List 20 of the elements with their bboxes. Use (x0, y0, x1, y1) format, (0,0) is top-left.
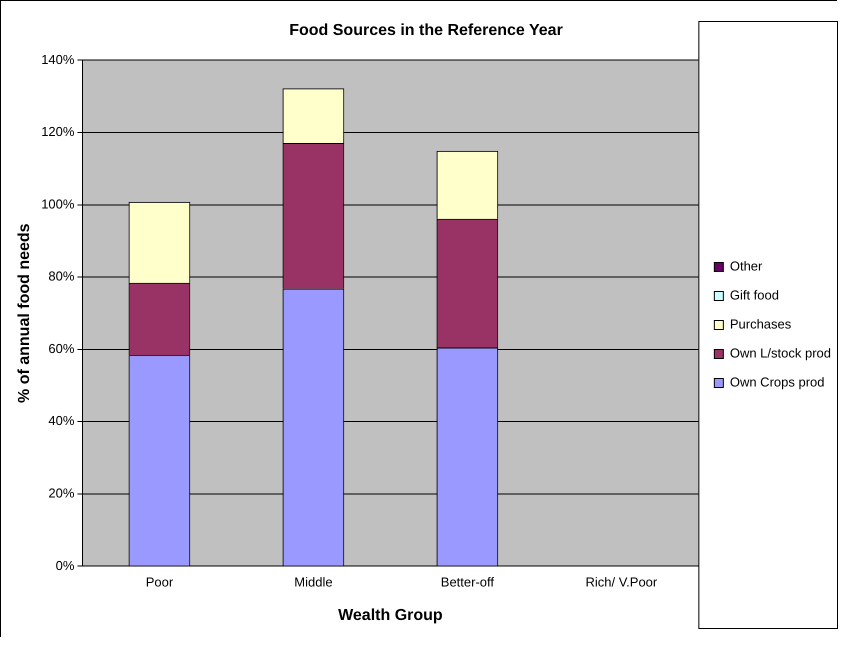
y-axis-title: % of annual food needs (16, 223, 34, 403)
y-tick-label: 20% (48, 485, 75, 500)
y-tick-label: 100% (41, 196, 75, 212)
y-tick-label: 140% (41, 52, 75, 67)
x-axis-title: Wealth Group (338, 606, 443, 624)
y-tick-label: 80% (48, 268, 75, 284)
x-tick-label: Middle (294, 574, 333, 590)
legend-label: Own L/stock prod (730, 346, 831, 361)
chart-title: Food Sources in the Reference Year (289, 22, 563, 40)
y-tick-label: 60% (48, 340, 75, 356)
legend-label: Own Crops prod (730, 374, 824, 390)
x-tick-label: Better-off (440, 574, 494, 590)
legend-label: Gift food (730, 288, 779, 303)
y-tick-label: 40% (48, 413, 75, 428)
legend-label: Other (730, 258, 764, 274)
y-tick-label: 120% (41, 124, 75, 140)
x-tick-label: Rich/ V.Poor (585, 574, 658, 590)
y-tick-label: 0% (56, 558, 75, 573)
x-tick-label: Poor (146, 574, 174, 590)
legend-label: Purchases (730, 316, 792, 332)
